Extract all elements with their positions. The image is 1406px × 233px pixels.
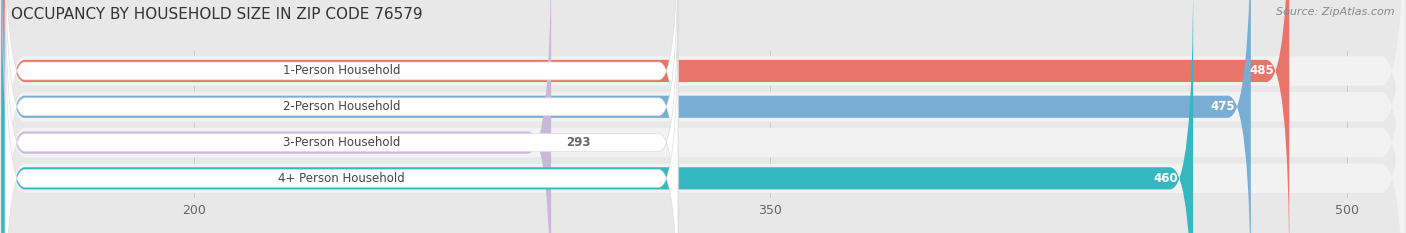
FancyBboxPatch shape bbox=[1, 0, 1289, 233]
Text: 460: 460 bbox=[1153, 172, 1178, 185]
FancyBboxPatch shape bbox=[6, 0, 678, 233]
Text: 2-Person Household: 2-Person Household bbox=[283, 100, 401, 113]
FancyBboxPatch shape bbox=[1, 0, 1194, 233]
FancyBboxPatch shape bbox=[6, 0, 678, 233]
FancyBboxPatch shape bbox=[1, 0, 1251, 233]
Text: 485: 485 bbox=[1249, 65, 1274, 77]
Text: 3-Person Household: 3-Person Household bbox=[283, 136, 401, 149]
Text: OCCUPANCY BY HOUSEHOLD SIZE IN ZIP CODE 76579: OCCUPANCY BY HOUSEHOLD SIZE IN ZIP CODE … bbox=[11, 7, 423, 22]
Text: 1-Person Household: 1-Person Household bbox=[283, 65, 401, 77]
Text: 293: 293 bbox=[567, 136, 591, 149]
Text: 475: 475 bbox=[1211, 100, 1236, 113]
Text: Source: ZipAtlas.com: Source: ZipAtlas.com bbox=[1277, 7, 1395, 17]
FancyBboxPatch shape bbox=[6, 8, 678, 233]
Text: 4+ Person Household: 4+ Person Household bbox=[278, 172, 405, 185]
FancyBboxPatch shape bbox=[1, 0, 551, 233]
FancyBboxPatch shape bbox=[6, 0, 678, 233]
